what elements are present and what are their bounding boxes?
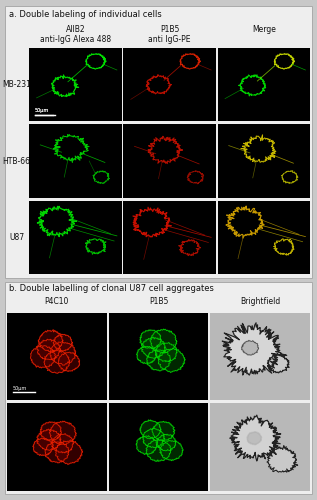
Polygon shape [136, 346, 157, 364]
Polygon shape [58, 352, 80, 372]
Polygon shape [40, 422, 61, 440]
Polygon shape [139, 420, 161, 439]
Polygon shape [136, 436, 157, 454]
Polygon shape [147, 350, 171, 371]
Polygon shape [159, 440, 183, 460]
FancyBboxPatch shape [5, 282, 312, 494]
FancyBboxPatch shape [5, 6, 312, 278]
Text: Brightfield: Brightfield [240, 297, 280, 306]
Polygon shape [267, 354, 289, 373]
Polygon shape [37, 429, 61, 450]
Text: HTB-66: HTB-66 [3, 156, 31, 166]
Polygon shape [158, 348, 185, 372]
Polygon shape [37, 339, 61, 359]
Polygon shape [33, 438, 54, 456]
Polygon shape [38, 330, 63, 351]
Text: a. Double labeling of individual cells: a. Double labeling of individual cells [9, 10, 161, 19]
Polygon shape [143, 428, 165, 448]
Polygon shape [247, 432, 262, 444]
Polygon shape [155, 342, 177, 362]
Polygon shape [222, 323, 287, 375]
Polygon shape [146, 440, 171, 462]
Polygon shape [50, 342, 76, 365]
Text: b. Double labelling of clonal U87 cell aggregates: b. Double labelling of clonal U87 cell a… [9, 284, 213, 293]
Polygon shape [152, 422, 175, 441]
Polygon shape [44, 350, 70, 374]
Text: P1B5
anti IgG-PE: P1B5 anti IgG-PE [148, 24, 191, 44]
Text: 50μm: 50μm [35, 108, 49, 114]
Polygon shape [45, 442, 69, 463]
Polygon shape [230, 415, 281, 461]
Polygon shape [52, 434, 73, 453]
Text: P4C10: P4C10 [45, 297, 69, 306]
Text: AIIB2
anti-IgG Alexa 488: AIIB2 anti-IgG Alexa 488 [40, 24, 111, 44]
Polygon shape [140, 330, 161, 348]
Polygon shape [157, 434, 176, 451]
Text: P1B5: P1B5 [149, 297, 168, 306]
Polygon shape [49, 421, 76, 445]
Polygon shape [30, 346, 56, 368]
Text: 50μm: 50μm [13, 386, 27, 390]
Text: Merge: Merge [252, 24, 276, 34]
Text: U87: U87 [9, 233, 24, 242]
Polygon shape [141, 337, 166, 358]
Polygon shape [56, 440, 82, 464]
Polygon shape [53, 334, 73, 351]
Polygon shape [267, 446, 298, 472]
Text: 50μm: 50μm [35, 108, 49, 114]
Polygon shape [242, 340, 259, 355]
Polygon shape [150, 329, 177, 353]
Text: MB-231: MB-231 [2, 80, 31, 89]
